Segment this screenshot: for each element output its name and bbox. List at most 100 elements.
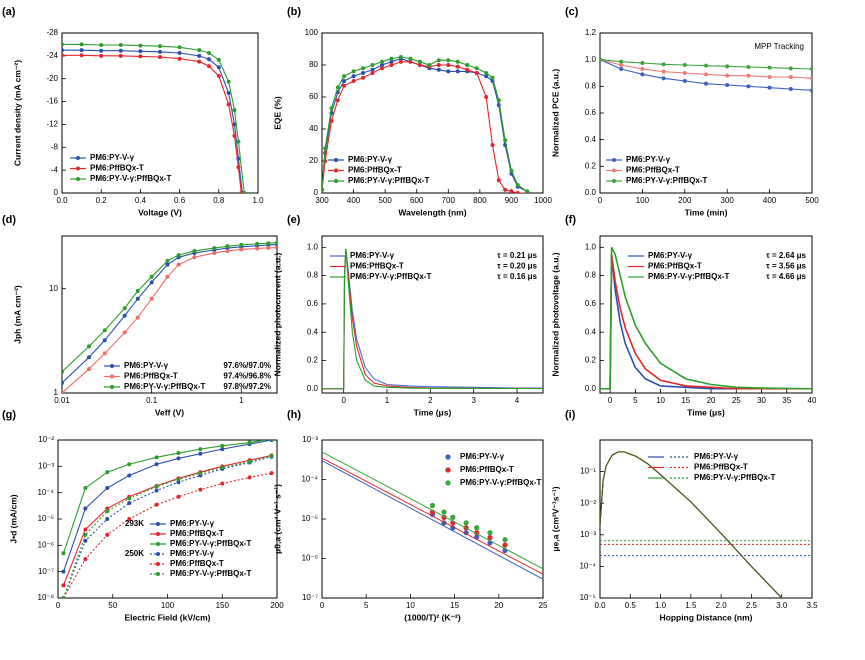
x-tick-label: 25: [732, 396, 741, 405]
point: [474, 525, 480, 531]
marker: [484, 74, 489, 79]
y-tick-label: -20: [46, 74, 58, 83]
marker: [725, 64, 730, 69]
marker: [61, 551, 66, 556]
marker: [127, 517, 132, 521]
marker: [509, 189, 514, 193]
marker: [149, 280, 154, 285]
plot-frame: [599, 235, 813, 394]
marker: [207, 64, 211, 69]
y-tick-label: 1: [54, 388, 59, 397]
x-tick-label: 35: [782, 396, 791, 405]
marker: [370, 71, 375, 75]
legend-swatch-marker: [110, 374, 114, 379]
marker: [329, 119, 334, 123]
legend-label: PM6:PY-V-γ:PffBQx-T: [648, 272, 729, 281]
marker: [61, 596, 66, 598]
x-tick-label: 500: [378, 196, 392, 205]
legend-note: 97.4%/96.8%: [223, 372, 271, 381]
marker: [746, 65, 751, 69]
x-tick-label: 0.2: [96, 196, 108, 205]
marker: [379, 63, 384, 67]
marker: [455, 59, 460, 64]
marker: [62, 48, 64, 53]
marker: [216, 65, 221, 70]
line: [600, 451, 783, 598]
marker: [83, 532, 88, 537]
y-axis-label: J•d (mA/cm): [8, 494, 18, 543]
x-tick-label: 0: [598, 196, 603, 205]
marker: [62, 42, 64, 47]
line: [62, 440, 269, 554]
x-tick-label: 5: [364, 601, 369, 610]
legend-label: PM6:PY-V-γ: [170, 519, 215, 528]
point: [502, 537, 508, 543]
marker: [484, 95, 489, 99]
line: [62, 49, 243, 193]
x-tick-label: 5: [633, 396, 638, 405]
marker: [232, 108, 237, 113]
legend-note: τ = 4.66 μs: [766, 272, 806, 281]
marker: [704, 72, 708, 77]
y-tick-label: 0.4: [585, 327, 597, 336]
marker: [212, 250, 217, 255]
x-tick-label: 10: [406, 601, 415, 610]
marker: [389, 63, 394, 67]
point: [429, 502, 436, 509]
marker: [158, 44, 162, 49]
marker: [725, 83, 730, 87]
panel-label: (g): [2, 409, 16, 421]
y-tick-label: 0.8: [585, 81, 597, 90]
marker: [158, 49, 162, 54]
marker: [704, 63, 708, 68]
marker: [427, 63, 432, 67]
marker: [322, 187, 324, 192]
marker: [198, 447, 203, 452]
marker: [198, 487, 203, 492]
marker: [465, 63, 470, 67]
y-tick-label: 10⁻⁵: [302, 514, 318, 523]
marker: [86, 355, 91, 360]
point: [441, 509, 447, 515]
line: [62, 43, 245, 193]
marker: [118, 43, 123, 47]
marker: [640, 61, 645, 65]
y-tick-label: 10⁻⁴: [37, 488, 54, 497]
marker: [389, 59, 394, 64]
marker: [619, 59, 624, 64]
marker: [788, 75, 793, 79]
marker: [62, 380, 64, 385]
marker: [465, 67, 470, 72]
marker: [197, 59, 202, 64]
marker: [810, 76, 812, 81]
marker: [135, 289, 140, 294]
marker: [484, 71, 489, 75]
marker: [239, 242, 244, 247]
marker: [269, 453, 274, 458]
marker: [192, 255, 197, 260]
plot-frame: [61, 235, 278, 394]
y-tick-label: 0.2: [585, 356, 597, 365]
x-tick-label: 40: [808, 396, 817, 405]
marker: [496, 178, 501, 183]
marker: [165, 258, 170, 263]
marker: [810, 67, 812, 71]
line: [62, 454, 272, 586]
marker: [61, 569, 66, 574]
marker: [379, 59, 384, 64]
x-tick-label: 2.0: [716, 601, 728, 610]
marker: [225, 248, 230, 253]
marker: [446, 58, 451, 63]
panel: (a) Voltage (V) Current density (mA cm⁻²) 0…: [2, 6, 264, 217]
legend-swatch-marker: [612, 179, 616, 183]
legend-label: PM6:PffBQx-T: [124, 372, 178, 381]
marker: [247, 475, 252, 480]
panel-label: (e): [287, 214, 301, 226]
y-tick-label: -4: [51, 165, 59, 174]
legend-label: PM6:PffBQx-T: [90, 164, 144, 173]
panel: (f) Time (μs) Normalized photovoltage (a.u…: [550, 214, 817, 417]
y-tick-label: 0.0: [585, 384, 597, 393]
plot: [62, 240, 277, 393]
legend-label: PM6:PY-V-γ:PffBQx-T: [626, 176, 707, 185]
plot: [322, 55, 530, 193]
